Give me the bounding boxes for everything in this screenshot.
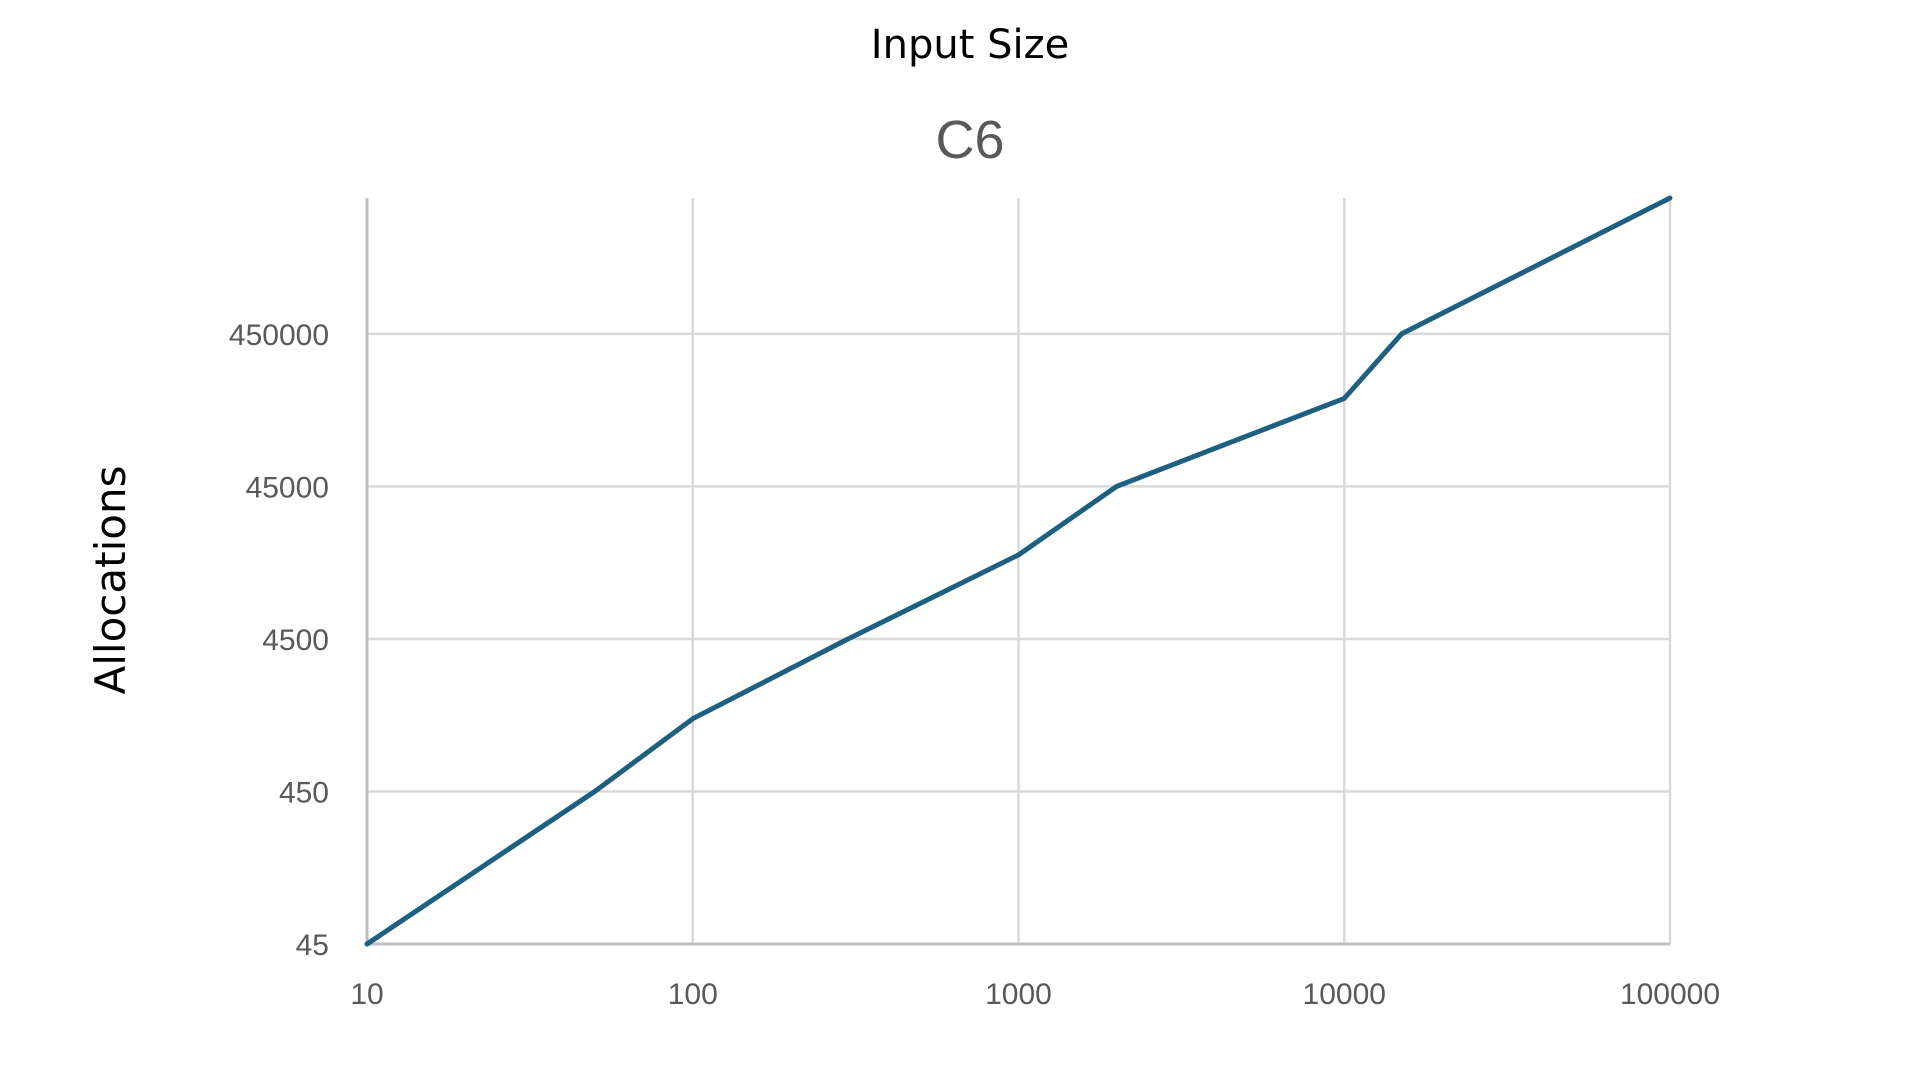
x-tick-labels: 10 100 1000 10000 100000: [350, 978, 1720, 1011]
x-tick-label: 1000: [985, 978, 1052, 1011]
axes: [365, 198, 1670, 946]
y-tick-labels: 45 450 4500 45000 450000: [229, 319, 329, 962]
top-label: Input Size: [871, 22, 1069, 68]
grid: [367, 198, 1672, 944]
y-tick-label: 450000: [229, 319, 329, 352]
series-lines: [364, 195, 1673, 947]
y-tick-label: 450: [279, 776, 329, 809]
x-tick-label: 10000: [1303, 978, 1386, 1011]
x-tick-label: 100000: [1620, 978, 1720, 1011]
y-axis-label: Allocations: [86, 466, 135, 695]
x-tick-label: 10: [350, 978, 383, 1011]
x-tick-label: 100: [668, 978, 718, 1011]
y-tick-label: 4500: [262, 624, 329, 657]
y-tick-label: 45: [296, 929, 329, 962]
y-tick-label: 45000: [246, 471, 329, 504]
series-line-1: [364, 195, 1673, 947]
chart-title: C6: [935, 110, 1004, 170]
